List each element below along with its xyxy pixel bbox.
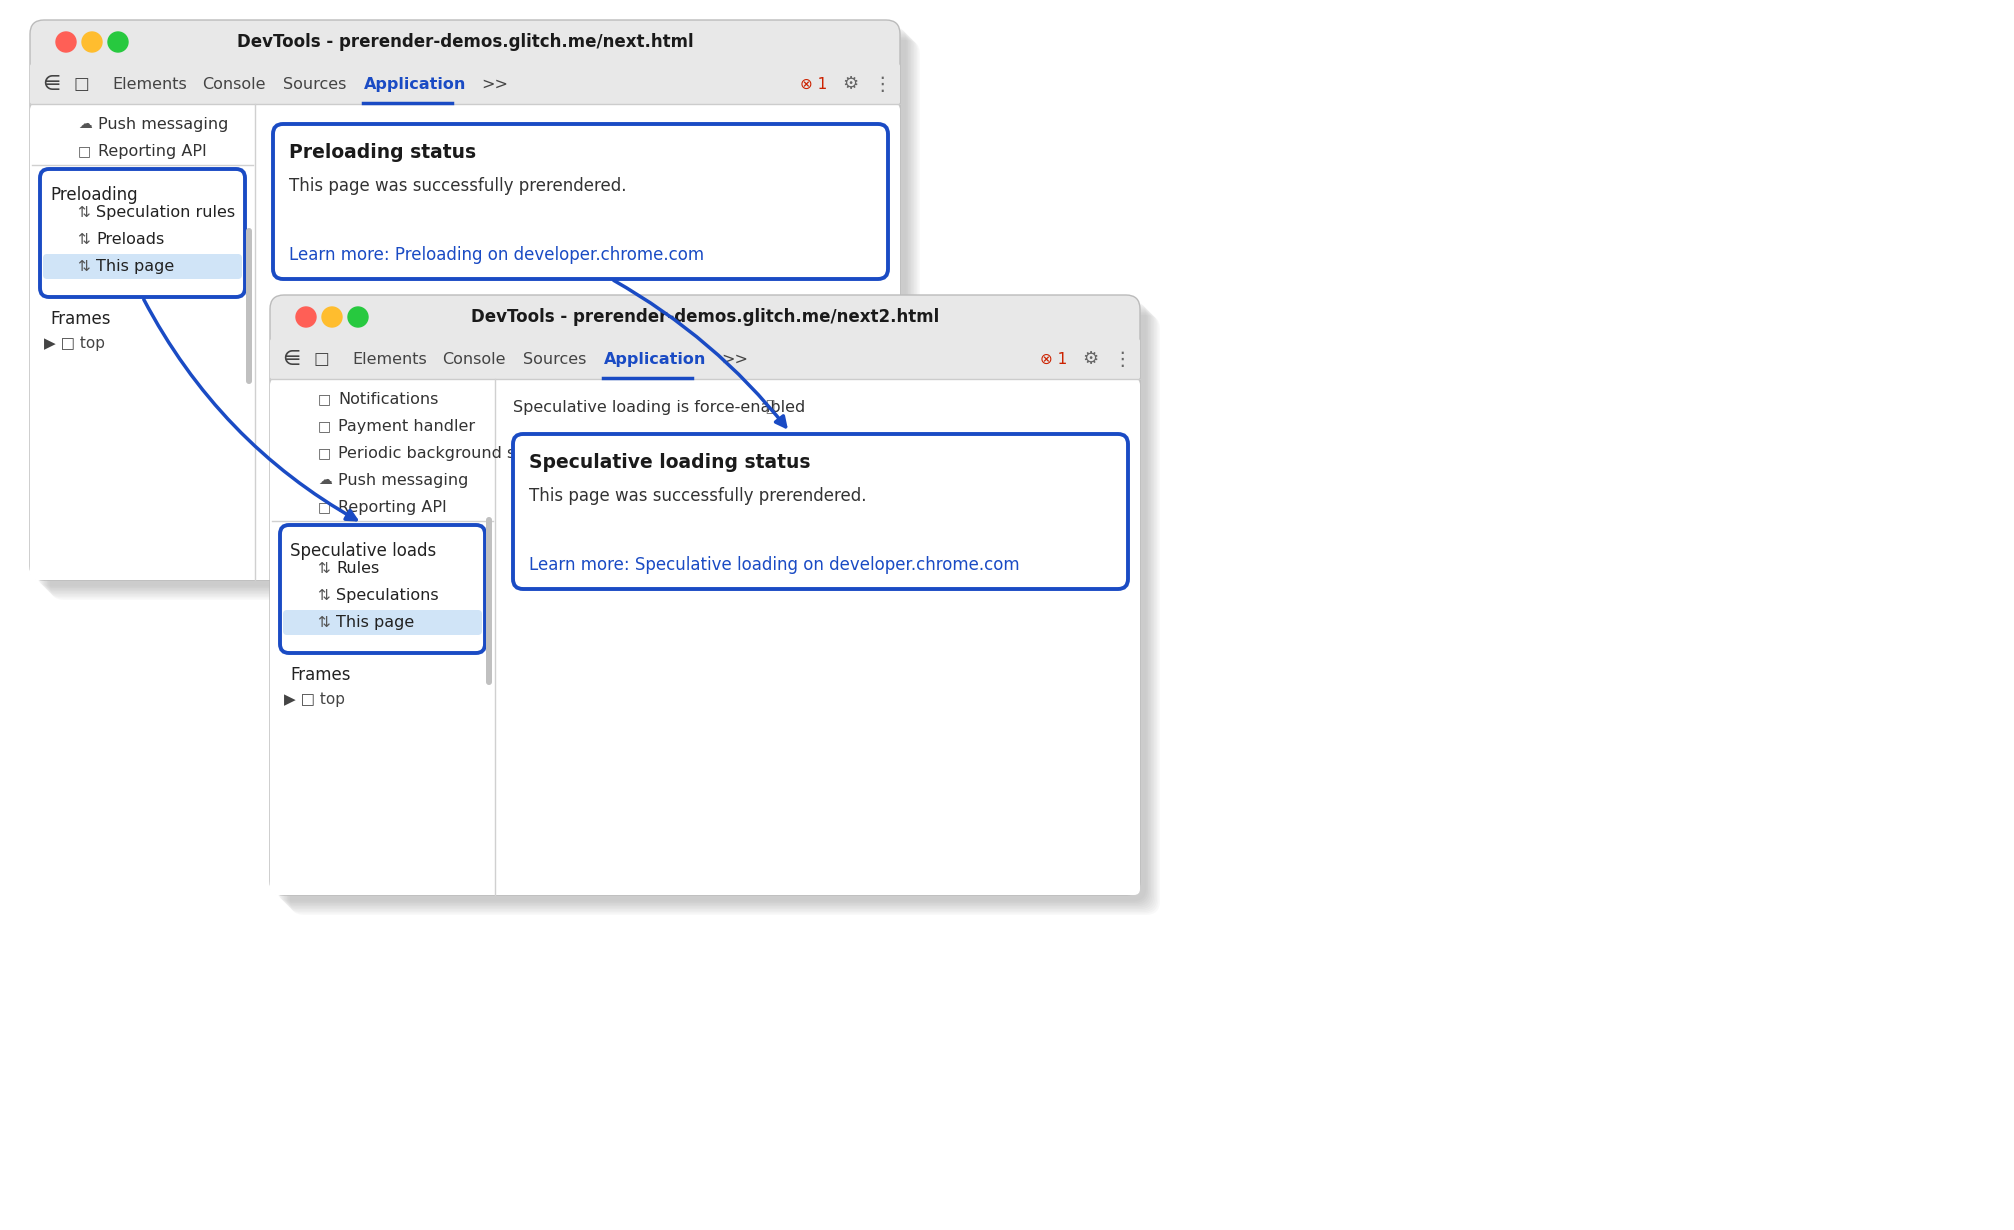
FancyBboxPatch shape <box>246 228 252 384</box>
FancyBboxPatch shape <box>42 255 242 279</box>
Text: Push messaging: Push messaging <box>99 117 228 132</box>
Text: □: □ <box>314 351 330 368</box>
Text: ⇅: ⇅ <box>77 231 91 246</box>
Text: ⋹: ⋹ <box>282 349 300 369</box>
Text: Preloads: Preloads <box>97 231 165 246</box>
Text: Speculative loads: Speculative loads <box>290 542 437 560</box>
Text: Preloading: Preloading <box>50 186 137 204</box>
FancyBboxPatch shape <box>30 64 900 105</box>
Text: Speculations: Speculations <box>336 588 439 603</box>
Text: Notifications: Notifications <box>338 391 439 406</box>
Circle shape <box>348 308 369 327</box>
Text: This page: This page <box>97 258 173 273</box>
Text: Sources: Sources <box>282 76 346 91</box>
FancyBboxPatch shape <box>272 124 888 279</box>
Text: DevTools - prerender-demos.glitch.me/next.html: DevTools - prerender-demos.glitch.me/nex… <box>236 33 693 50</box>
Text: ⚙: ⚙ <box>842 75 858 93</box>
Circle shape <box>56 32 77 52</box>
Text: □: □ <box>79 144 91 157</box>
Text: Elements: Elements <box>113 76 187 91</box>
FancyBboxPatch shape <box>40 169 246 296</box>
Circle shape <box>109 32 129 52</box>
Circle shape <box>296 308 316 327</box>
Text: □: □ <box>318 419 330 433</box>
Text: ▶ □ top: ▶ □ top <box>44 336 105 351</box>
Text: ⊗ 1: ⊗ 1 <box>1039 352 1067 367</box>
FancyBboxPatch shape <box>514 434 1128 589</box>
FancyBboxPatch shape <box>30 105 900 581</box>
Text: Console: Console <box>441 352 506 367</box>
Circle shape <box>322 308 342 327</box>
Text: □: □ <box>75 75 91 93</box>
Text: This page: This page <box>336 615 415 630</box>
Text: ⋮: ⋮ <box>872 75 890 93</box>
Text: Application: Application <box>365 76 465 91</box>
Text: Console: Console <box>201 76 266 91</box>
Text: This page was successfully prerendered.: This page was successfully prerendered. <box>288 177 626 196</box>
Text: Payment handler: Payment handler <box>338 418 475 433</box>
FancyBboxPatch shape <box>270 339 1140 379</box>
Text: ⇅: ⇅ <box>316 588 330 603</box>
Text: □: □ <box>318 392 330 406</box>
Text: Push messaging: Push messaging <box>338 472 467 487</box>
Text: Preloading status: Preloading status <box>288 143 475 161</box>
Text: ⚙: ⚙ <box>1082 351 1098 368</box>
Text: >>: >> <box>721 352 747 367</box>
Text: Application: Application <box>604 352 707 367</box>
FancyBboxPatch shape <box>485 517 491 685</box>
Text: This page was successfully prerendered.: This page was successfully prerendered. <box>530 487 866 506</box>
FancyBboxPatch shape <box>270 379 1140 895</box>
Text: Frames: Frames <box>290 665 350 684</box>
Text: ⋮: ⋮ <box>1112 349 1132 369</box>
FancyBboxPatch shape <box>280 525 485 653</box>
Text: Reporting API: Reporting API <box>338 499 447 514</box>
Text: Elements: Elements <box>352 352 427 367</box>
FancyBboxPatch shape <box>270 295 1140 895</box>
Text: ⇅: ⇅ <box>77 204 91 219</box>
Text: Sources: Sources <box>524 352 586 367</box>
Text: □: □ <box>318 446 330 460</box>
FancyBboxPatch shape <box>282 610 481 635</box>
Text: Learn more: Preloading on developer.chrome.com: Learn more: Preloading on developer.chro… <box>288 246 703 264</box>
Text: □: □ <box>318 501 330 514</box>
Circle shape <box>83 32 103 52</box>
Text: ⓘ: ⓘ <box>765 400 773 415</box>
Text: ⇅: ⇅ <box>316 561 330 576</box>
Text: ▶ □ top: ▶ □ top <box>284 691 344 706</box>
Text: Learn more: Speculative loading on developer.chrome.com: Learn more: Speculative loading on devel… <box>530 556 1019 574</box>
Text: ⇅: ⇅ <box>316 615 330 630</box>
Text: ⊗ 1: ⊗ 1 <box>800 76 828 91</box>
Text: Frames: Frames <box>50 310 111 328</box>
Text: Speculation rules: Speculation rules <box>97 204 236 219</box>
Text: DevTools - prerender-demos.glitch.me/next2.html: DevTools - prerender-demos.glitch.me/nex… <box>471 308 939 326</box>
Text: Speculative loading is force-enabled: Speculative loading is force-enabled <box>514 400 806 415</box>
Text: ⋹: ⋹ <box>42 74 60 93</box>
Text: >>: >> <box>481 76 508 91</box>
Text: Speculative loading status: Speculative loading status <box>530 453 810 471</box>
Text: Reporting API: Reporting API <box>99 144 207 159</box>
Text: ☁: ☁ <box>79 117 93 132</box>
Text: Rules: Rules <box>336 561 379 576</box>
Text: Periodic background sy...: Periodic background sy... <box>338 445 538 460</box>
FancyBboxPatch shape <box>30 20 900 581</box>
Text: ⇅: ⇅ <box>77 258 91 273</box>
Text: ☁: ☁ <box>318 474 332 487</box>
